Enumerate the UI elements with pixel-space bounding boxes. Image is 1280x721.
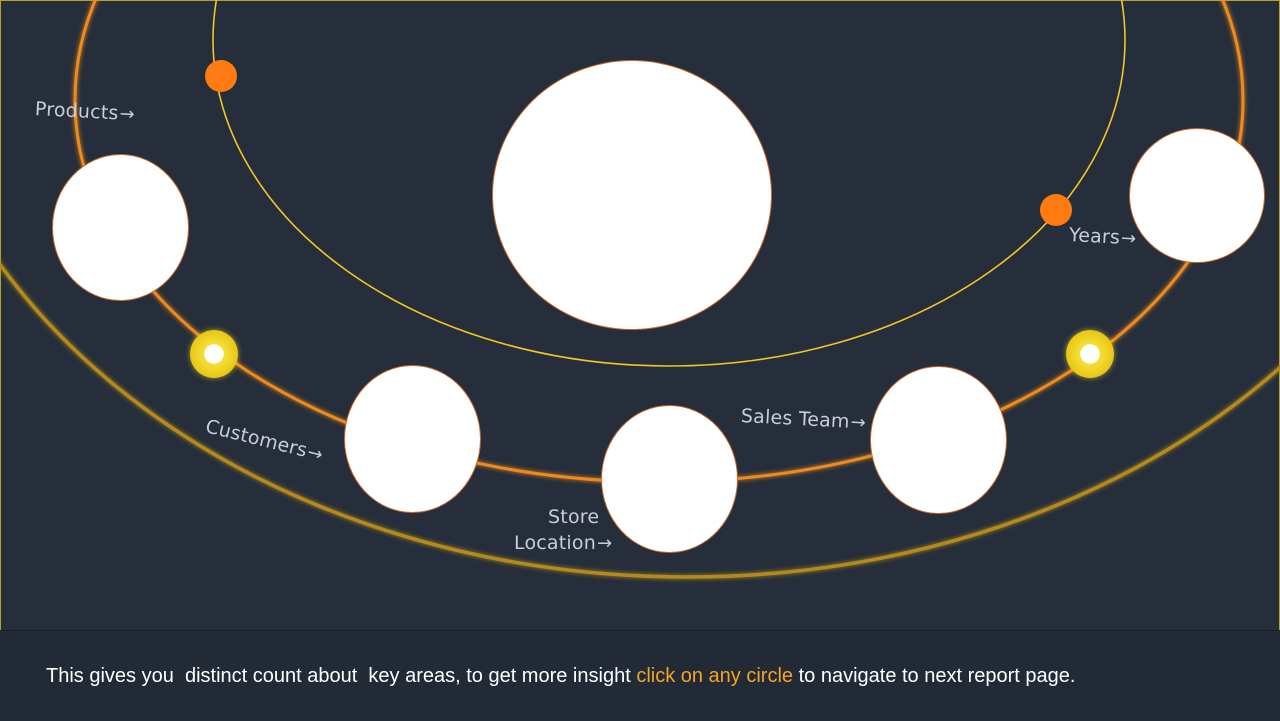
store-location-label: Store Location→ <box>514 504 612 557</box>
years-circle[interactable] <box>1129 128 1265 263</box>
store-location-circle[interactable] <box>601 405 738 553</box>
location-label-text: Location <box>514 532 596 554</box>
footer-instructions: This gives you distinct count about key … <box>46 665 1075 688</box>
arrow-icon: → <box>1120 227 1137 250</box>
years-label-text: Years <box>1068 224 1121 249</box>
outer-orbit <box>0 261 1280 579</box>
sales-team-circle[interactable] <box>870 366 1007 514</box>
products-label-text: Products <box>34 98 120 125</box>
arrow-icon: → <box>596 533 613 554</box>
products-circle[interactable] <box>52 154 189 301</box>
inner-orbit <box>212 0 1126 367</box>
yellow-planet-left <box>190 330 238 378</box>
arrow-icon: → <box>850 411 867 434</box>
orange-planet-left <box>205 60 237 92</box>
center-circle[interactable] <box>492 60 772 330</box>
yellow-planet-right <box>1066 330 1114 378</box>
footer-text-before: This gives you distinct count about key … <box>46 665 637 687</box>
footer-bar: This gives you distinct count about key … <box>0 630 1280 721</box>
footer-text-after: to navigate to next report page. <box>793 665 1076 687</box>
customers-circle[interactable] <box>344 365 481 513</box>
click-any-circle-link[interactable]: click on any circle <box>636 665 794 687</box>
arrow-icon: → <box>118 103 136 126</box>
orange-planet-right <box>1040 194 1072 226</box>
store-label-text: Store <box>548 506 600 528</box>
years-label: Years→ <box>1068 224 1136 249</box>
